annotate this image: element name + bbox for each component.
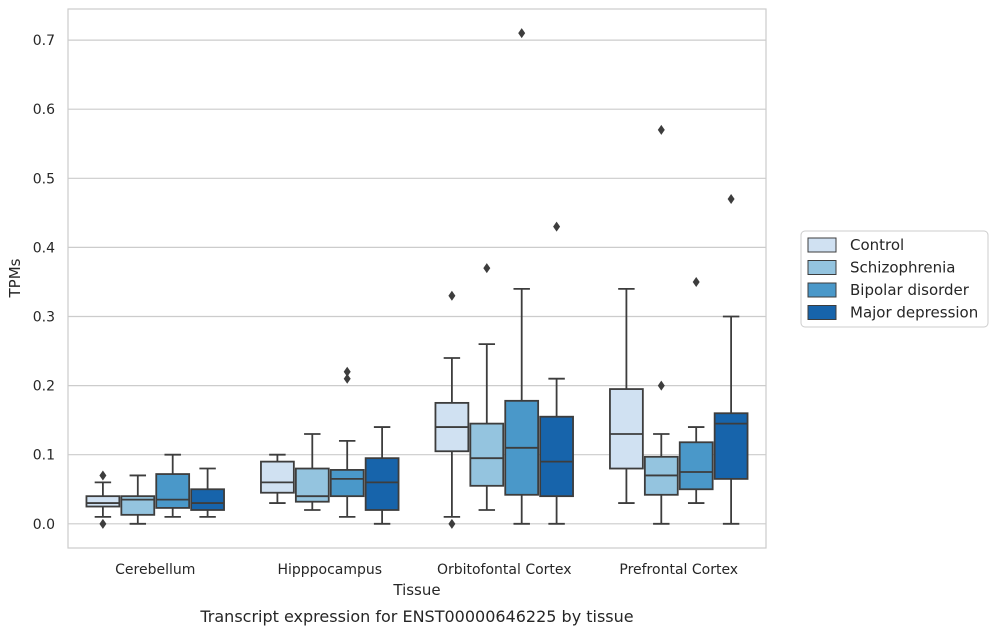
outlier-point	[343, 366, 351, 377]
chart-caption: Transcript expression for ENST0000064622…	[199, 607, 633, 626]
box-iqr	[678, 441, 714, 491]
outlier-point	[553, 221, 561, 232]
box-1-2	[329, 366, 365, 518]
y-gridlines	[68, 39, 766, 525]
y-tick-label: 0.2	[33, 379, 55, 395]
y-tick-labels: 0.0 0.1 0.2 0.3 0.4 0.5 0.6 0.7	[33, 33, 55, 533]
x-axis-label: Tissue	[392, 581, 440, 599]
legend-swatch	[807, 305, 837, 320]
x-tick-label: Orbitofontal Cortex	[437, 562, 572, 578]
box-iqr	[539, 415, 574, 498]
legend-label: Major depression	[850, 304, 978, 322]
y-tick-label: 0.0	[33, 517, 55, 533]
box-1-1	[294, 433, 330, 511]
outlier-point	[727, 194, 735, 205]
box-iqr	[85, 495, 121, 508]
y-axis-label: TPMs	[6, 258, 24, 298]
box-3-1	[643, 124, 679, 525]
box-iqr	[155, 473, 191, 509]
box-iqr	[260, 460, 295, 494]
box-iqr	[329, 469, 365, 498]
outlier-point	[448, 518, 456, 529]
box-2-3	[539, 221, 574, 525]
y-tick-label: 0.3	[33, 310, 55, 326]
outlier-point	[99, 470, 107, 481]
box-3-3	[713, 194, 749, 525]
box-iqr	[469, 422, 505, 487]
box-3-2	[678, 276, 714, 504]
x-tick-labels: Cerebellum Hipppocampus Orbitofontal Corte…	[115, 562, 738, 578]
plot-area-frame	[67, 8, 767, 549]
outlier-point	[657, 380, 665, 391]
box-0-0	[85, 470, 121, 529]
outlier-point	[448, 290, 456, 301]
y-tick-label: 0.1	[33, 448, 55, 464]
legend: Control Schizophrenia Bipolar disorder Majo…	[800, 230, 989, 328]
box-iqr	[190, 488, 225, 511]
y-tick-label: 0.7	[33, 33, 55, 49]
y-tick-label: 0.6	[33, 102, 55, 118]
x-tick-label: Prefrontal Cortex	[619, 562, 738, 578]
legend-swatch	[807, 237, 837, 253]
box-2-1	[469, 263, 505, 511]
legend-swatch	[807, 260, 837, 275]
legend-swatch	[807, 282, 837, 298]
outlier-point	[343, 373, 351, 384]
box-iqr	[364, 457, 400, 511]
x-tick-label: Cerebellum	[115, 562, 195, 578]
outlier-point	[692, 276, 700, 287]
x-tick-label: Hipppocampus	[277, 562, 382, 578]
outlier-point	[518, 28, 526, 39]
outlier-point	[483, 263, 491, 274]
legend-frame	[800, 230, 989, 328]
box-groups	[85, 28, 749, 529]
box-2-0	[434, 290, 470, 529]
box-iqr	[120, 495, 156, 516]
box-2-2	[504, 28, 540, 525]
box-3-0	[609, 287, 644, 504]
box-0-3	[190, 467, 225, 518]
box-0-2	[155, 453, 191, 518]
outlier-point	[99, 518, 107, 529]
box-1-0	[260, 453, 295, 504]
legend-label: Schizophrenia	[850, 259, 955, 277]
box-1-3	[364, 426, 400, 525]
legend-label: Control	[850, 236, 904, 254]
outlier-point	[657, 124, 665, 135]
legend-label: Bipolar disorder	[850, 281, 970, 299]
box-0-1	[120, 474, 156, 525]
y-tick-label: 0.5	[33, 171, 55, 187]
y-tick-label: 0.4	[33, 240, 55, 256]
box-iqr	[609, 388, 644, 470]
